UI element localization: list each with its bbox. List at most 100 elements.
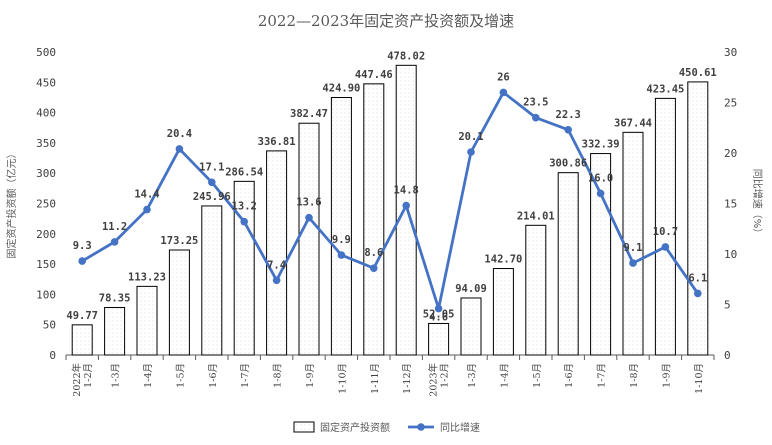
- bar-value-label: 300.86: [549, 158, 587, 170]
- y2-tick-label: 30: [724, 46, 737, 59]
- growth-point: [78, 257, 86, 265]
- growth-point: [143, 205, 151, 214]
- y-tick-label: 500: [36, 46, 56, 59]
- x-category-year: 2022年: [71, 363, 83, 397]
- growth-point: [694, 289, 702, 298]
- x-category-label: 1-6月: [564, 363, 575, 388]
- y-tick-label: 100: [36, 288, 56, 301]
- bar-value-label: 94.09: [455, 283, 487, 295]
- bar-value-label: 450.61: [679, 67, 717, 79]
- x-category-label: 1-5月: [532, 363, 543, 388]
- growth-value-label: 16.0: [588, 172, 613, 184]
- bar: [168, 249, 190, 356]
- x-category-label: 1-3月: [111, 363, 122, 388]
- growth-value-label: 9.9: [332, 234, 351, 246]
- bar: [460, 297, 482, 356]
- y2-tick-label: 10: [724, 248, 737, 261]
- bar-value-label: 52.05: [423, 308, 455, 320]
- growth-value-label: 20.4: [167, 128, 192, 140]
- x-category-year: 2023年: [428, 363, 440, 397]
- bar-value-label: 336.81: [258, 136, 296, 148]
- x-category-label: 1-8月: [629, 363, 640, 388]
- growth-point: [661, 243, 670, 251]
- y-tick-label: 200: [36, 228, 56, 241]
- x-category-label: 1-12月: [402, 363, 413, 394]
- x-category-label: 1-4月: [499, 363, 510, 388]
- growth-value-label: 4.6: [429, 312, 448, 324]
- bar-value-label: 245.96: [193, 191, 231, 203]
- bar: [233, 180, 255, 356]
- line-series: [78, 88, 702, 313]
- bar-value-label: 286.54: [225, 166, 263, 178]
- growth-point: [208, 178, 216, 187]
- bar: [363, 83, 385, 356]
- y-axis-title: 固定资产投资额（亿元）: [5, 149, 18, 259]
- growth-value-label: 8.6: [364, 247, 383, 259]
- growth-point: [596, 189, 605, 198]
- bar-value-label: 78.35: [99, 293, 131, 305]
- x-category-label: 1-8月: [273, 363, 284, 388]
- bar: [492, 268, 514, 356]
- bar-value-label: 49.77: [66, 310, 98, 322]
- bar-value-label: 113.23: [128, 271, 166, 283]
- x-category-label: 1-3月: [467, 363, 478, 388]
- bar: [654, 97, 676, 356]
- y-tick-label: 450: [36, 76, 56, 89]
- bar: [136, 285, 158, 356]
- bar: [428, 322, 450, 356]
- growth-value-label: 10.7: [653, 226, 678, 238]
- bar-value-label: 423.45: [646, 83, 684, 95]
- growth-value-label: 17.1: [199, 161, 224, 173]
- growth-point: [402, 201, 411, 210]
- bar-value-label: 367.44: [614, 117, 652, 129]
- x-category-label: 1-7月: [597, 363, 608, 388]
- y2-tick-label: 25: [724, 97, 737, 110]
- y2-tick-label: 15: [724, 198, 737, 211]
- x-category-label: 1-9月: [305, 363, 316, 388]
- growth-point: [110, 238, 119, 246]
- y-tick-label: 250: [36, 198, 56, 211]
- y-tick-label: 150: [36, 258, 56, 271]
- y2-axis-title: 同比增速（%）: [751, 169, 764, 239]
- x-category-label: 1-5月: [175, 363, 186, 388]
- bar-value-label: 382.47: [290, 108, 328, 120]
- growth-point: [434, 304, 443, 313]
- growth-value-label: 7.4: [267, 259, 286, 271]
- bar: [525, 224, 547, 356]
- bar: [201, 205, 223, 356]
- growth-point: [532, 113, 540, 122]
- growth-value-label: 20.1: [458, 131, 483, 143]
- growth-point: [499, 88, 508, 97]
- x-category-label: 1-7月: [240, 363, 251, 388]
- bar: [330, 97, 352, 356]
- y-tick-label: 0: [49, 349, 56, 362]
- growth-value-label: 13.6: [296, 197, 321, 209]
- x-category-label: 1-4月: [143, 363, 154, 388]
- growth-line: [81, 91, 699, 310]
- bar-value-label: 424.90: [322, 83, 360, 95]
- growth-point: [467, 148, 475, 156]
- bar-value-label: 142.70: [484, 254, 522, 266]
- bar-value-label: 478.02: [387, 50, 425, 62]
- growth-point: [370, 264, 378, 272]
- y2-tick-label: 20: [724, 147, 737, 160]
- bar-value-label: 173.25: [160, 235, 198, 247]
- x-category-label: 1-2月: [440, 363, 451, 388]
- growth-value-label: 23.5: [523, 97, 548, 109]
- bar: [557, 172, 579, 356]
- growth-point: [240, 217, 248, 226]
- x-category-label: 1-10月: [694, 363, 705, 394]
- bar-value-label: 214.01: [517, 210, 555, 222]
- growth-value-label: 14.4: [134, 189, 159, 201]
- growth-value-label: 9.3: [73, 240, 92, 252]
- x-category-label: 1-11月: [370, 363, 381, 394]
- legend-bar-swatch: [293, 421, 315, 433]
- chart-title: 2022—2023年固定资产投资额及增速: [258, 12, 514, 30]
- growth-value-label: 9.1: [624, 242, 643, 254]
- bar: [266, 150, 288, 356]
- x-category-label: 1-2月: [83, 363, 94, 388]
- growth-point: [305, 213, 313, 222]
